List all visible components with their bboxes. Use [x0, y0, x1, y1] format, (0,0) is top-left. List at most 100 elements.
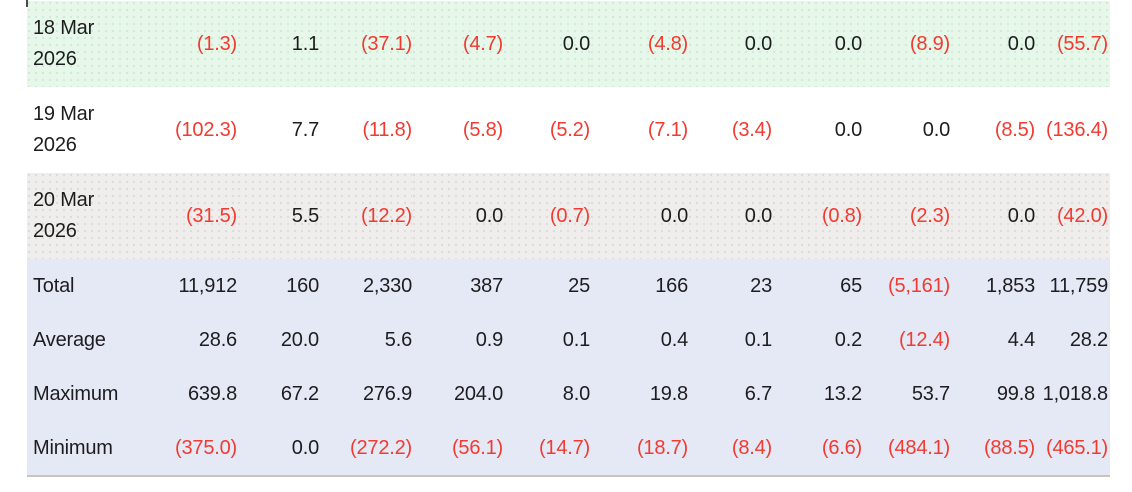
value-cell: 1,853	[950, 259, 1035, 313]
value-cell: (6.6)	[772, 421, 862, 475]
value-cell: (8.9)	[862, 1, 950, 87]
value-cell: (2.3)	[862, 173, 950, 259]
value-cell: (8.5)	[950, 87, 1035, 173]
table-row: 20 Mar 2026 (31.5) 5.5 (12.2) 0.0 (0.7) 0.0 0.0(…	[27, 173, 1110, 259]
value-cell: (88.5)	[950, 421, 1035, 475]
value-cell: 0.0	[862, 87, 950, 173]
value-cell: 0.9	[412, 313, 503, 367]
table-row: 18 Mar 2026 (1.3) 1.1 (37.1) (4.7) 0.0 (4.8) 0.0…	[27, 1, 1110, 87]
value-cell: (0.7)	[503, 173, 590, 259]
row-label-line: 18 Mar	[33, 17, 95, 39]
value-cell: (5.2)	[503, 87, 590, 173]
value-cell: 65	[772, 259, 862, 313]
value-cell: 7.7	[237, 87, 319, 173]
value-cell: (484.1)	[862, 421, 950, 475]
value-cell: 53.7	[862, 367, 950, 421]
row-label: Maximum	[27, 367, 147, 421]
value-cell: (31.5)	[147, 173, 237, 259]
value-cell: (12.4)	[862, 313, 950, 367]
row-label-line: Maximum	[33, 382, 119, 405]
value-cell: (3.4)	[688, 87, 772, 173]
row-label: Average	[27, 313, 147, 367]
row-label: 19 Mar 2026	[27, 87, 147, 173]
value-cell: (56.1)	[412, 421, 503, 475]
row-label-line: Total	[33, 274, 75, 297]
value-cell: (102.3)	[147, 87, 237, 173]
value-cell: (11.8)	[319, 87, 412, 173]
value-cell: (375.0)	[147, 421, 237, 475]
value-cell: 0.0	[590, 173, 688, 259]
value-cell: 276.9	[319, 367, 412, 421]
value-cell: 28.2	[1035, 313, 1110, 367]
value-cell: (5.8)	[412, 87, 503, 173]
table-body: 18 Mar 2026 (1.3) 1.1 (37.1) (4.7) 0.0 (4.8) 0.0…	[27, 1, 1110, 475]
value-cell: 5.5	[237, 173, 319, 259]
value-cell: (7.1)	[590, 87, 688, 173]
row-label: Minimum	[27, 421, 147, 475]
value-cell: 166	[590, 259, 688, 313]
value-cell: 0.0	[412, 173, 503, 259]
value-cell: 23	[688, 259, 772, 313]
value-cell: (37.1)	[319, 1, 412, 87]
value-cell: 8.0	[503, 367, 590, 421]
value-cell: 204.0	[412, 367, 503, 421]
value-cell: (18.7)	[590, 421, 688, 475]
value-cell: 0.1	[688, 313, 772, 367]
value-cell: 0.0	[772, 1, 862, 87]
row-label-line: 2026	[33, 220, 77, 242]
value-cell: 11,912	[147, 259, 237, 313]
value-cell: 0.4	[590, 313, 688, 367]
value-cell: 67.2	[237, 367, 319, 421]
value-cell: 0.1	[503, 313, 590, 367]
value-cell: 2,330	[319, 259, 412, 313]
value-cell: (4.8)	[590, 1, 688, 87]
value-cell: 0.0	[688, 1, 772, 87]
row-label: 20 Mar 2026	[27, 173, 147, 259]
value-cell: 28.6	[147, 313, 237, 367]
financial-report-table: 18 Mar 2026 (1.3) 1.1 (37.1) (4.7) 0.0 (4.8) 0.0…	[26, 0, 1110, 477]
value-cell: 639.8	[147, 367, 237, 421]
value-cell: (5,161)	[862, 259, 950, 313]
row-label-line: 2026	[33, 48, 77, 70]
value-cell: (8.4)	[688, 421, 772, 475]
row-label: 18 Mar 2026	[27, 1, 147, 87]
value-cell: (55.7)	[1035, 1, 1110, 87]
table-row: 19 Mar 2026 (102.3) 7.7 (11.8) (5.8) (5.2) (7.1…	[27, 87, 1110, 173]
value-cell: 0.0	[503, 1, 590, 87]
value-cell: 19.8	[590, 367, 688, 421]
value-cell: 4.4	[950, 313, 1035, 367]
row-label-line: 19 Mar	[33, 103, 95, 125]
value-cell: 11,759	[1035, 259, 1110, 313]
table-row: Minimum (375.0) 0.0 (272.2) (56.1) (14.7) (18.…	[27, 421, 1110, 475]
value-cell: (136.4)	[1035, 87, 1110, 173]
value-cell: 1.1	[237, 1, 319, 87]
value-cell: 6.7	[688, 367, 772, 421]
value-cell: 0.0	[950, 173, 1035, 259]
row-label-line: 2026	[33, 134, 77, 156]
table-row: Average 28.6 20.0 5.6 0.9 0.1 0.4 0.1 0.2 (12.4) 4…	[27, 313, 1110, 367]
report-table: 18 Mar 2026 (1.3) 1.1 (37.1) (4.7) 0.0 (4.8) 0.0…	[27, 1, 1110, 475]
value-cell: 0.0	[772, 87, 862, 173]
value-cell: 387	[412, 259, 503, 313]
row-label-line: Minimum	[33, 436, 113, 459]
value-cell: 5.6	[319, 313, 412, 367]
row-label-line: 20 Mar	[33, 189, 95, 211]
table-left-border-tick	[26, 0, 28, 7]
value-cell: 20.0	[237, 313, 319, 367]
value-cell: (42.0)	[1035, 173, 1110, 259]
value-cell: (14.7)	[503, 421, 590, 475]
table-row: Maximum 639.8 67.2 276.9 204.0 8.0 19.8 6.7 13.2…	[27, 367, 1110, 421]
row-label-line: Average	[33, 328, 106, 351]
row-label: Total	[27, 259, 147, 313]
value-cell: 99.8	[950, 367, 1035, 421]
value-cell: 0.2	[772, 313, 862, 367]
value-cell: (1.3)	[147, 1, 237, 87]
value-cell: 13.2	[772, 367, 862, 421]
value-cell: 25	[503, 259, 590, 313]
value-cell: (272.2)	[319, 421, 412, 475]
value-cell: 0.0	[950, 1, 1035, 87]
value-cell: (12.2)	[319, 173, 412, 259]
value-cell: 0.0	[688, 173, 772, 259]
value-cell: (465.1)	[1035, 421, 1110, 475]
